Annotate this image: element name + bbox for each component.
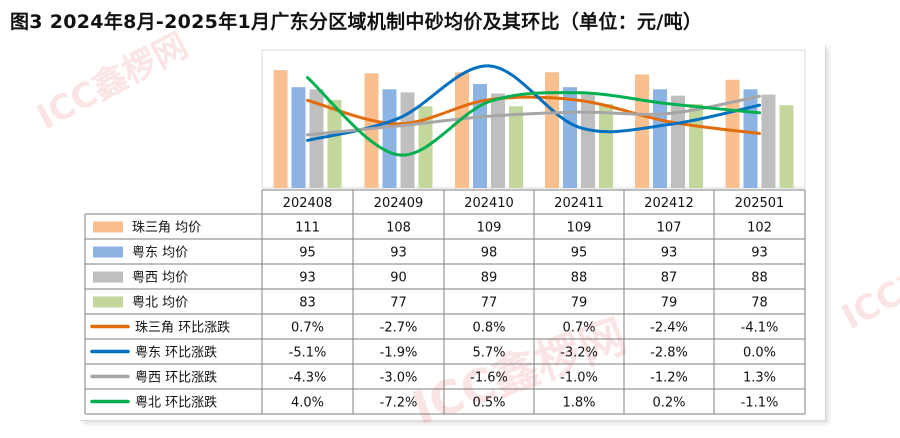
- bar: [291, 87, 306, 188]
- bar: [382, 89, 397, 188]
- data-label: -1.9%: [380, 346, 418, 361]
- data-label: 0.7%: [562, 321, 595, 336]
- bar: [689, 104, 703, 188]
- legend-swatch: [93, 246, 123, 258]
- legend-entry: 粤东 均价: [132, 245, 188, 261]
- bar: [779, 105, 794, 188]
- data-label: 95: [299, 246, 316, 261]
- legend-entry: 粤西 环比涨跌: [135, 370, 217, 386]
- data-label: 88: [751, 271, 768, 286]
- data-label: 107: [657, 221, 682, 236]
- bar: [545, 72, 559, 188]
- watermark-text: ICC鑫椤网: [835, 225, 900, 338]
- data-label: -4.1%: [741, 321, 779, 336]
- data-label: 93: [390, 246, 407, 261]
- series-line: [306, 64, 761, 142]
- bar: [273, 70, 288, 188]
- data-label: -1.6%: [470, 371, 508, 386]
- legend-entry: 粤东 环比涨跌: [135, 345, 217, 361]
- data-label: 0.8%: [472, 321, 505, 336]
- data-label: 93: [751, 246, 768, 261]
- watermark-text: ICC鑫椤网: [405, 308, 633, 435]
- data-label: 77: [390, 296, 407, 311]
- x-tick-label: 202501: [735, 196, 785, 211]
- data-label: -3.2%: [560, 346, 598, 361]
- data-label: 109: [477, 221, 502, 236]
- legend-swatch: [93, 221, 123, 233]
- data-label: 1.8%: [562, 396, 595, 411]
- bar: [509, 106, 523, 188]
- data-label: 5.7%: [472, 346, 505, 361]
- bar: [761, 94, 776, 188]
- legend-entry: 珠三角 环比涨跌: [135, 320, 230, 336]
- data-label: 90: [390, 271, 407, 286]
- data-label: 0.2%: [652, 396, 685, 411]
- bar: [563, 87, 577, 188]
- bar: [725, 79, 740, 188]
- data-label: 0.7%: [291, 321, 324, 336]
- bar: [327, 99, 342, 188]
- series-line: [306, 94, 761, 137]
- data-label: -2.7%: [380, 321, 418, 336]
- bar: [743, 89, 758, 188]
- bar: [671, 95, 685, 188]
- data-label: -4.3%: [289, 371, 327, 386]
- data-label: 93: [661, 246, 678, 261]
- data-label: -2.8%: [650, 346, 688, 361]
- data-label: 0.0%: [743, 346, 776, 361]
- bar: [581, 94, 595, 188]
- data-label: 102: [747, 221, 772, 236]
- data-label: -1.0%: [560, 371, 598, 386]
- data-label: 79: [661, 296, 678, 311]
- bar: [455, 72, 469, 188]
- legend-entry: 粤西 均价: [132, 270, 188, 286]
- data-label: 88: [571, 271, 588, 286]
- bar: [635, 74, 649, 188]
- data-label: -3.0%: [380, 371, 418, 386]
- series-line: [306, 76, 761, 157]
- plot-area-background: [261, 49, 806, 189]
- legend-entry: 粤北 环比涨跌: [135, 395, 217, 411]
- data-label: 98: [481, 246, 498, 261]
- x-tick-label: 202409: [374, 196, 424, 211]
- data-label: 89: [481, 271, 498, 286]
- legend-entry: 粤北 均价: [132, 295, 188, 311]
- legend-swatch: [93, 296, 123, 308]
- watermark-text: ICC鑫椤网: [30, 25, 194, 138]
- data-label: -1.1%: [741, 396, 779, 411]
- data-label: 1.3%: [743, 371, 776, 386]
- data-label: -5.1%: [289, 346, 327, 361]
- x-tick-label: 202412: [644, 196, 694, 211]
- data-label: 78: [751, 296, 768, 311]
- data-label: 0.5%: [472, 396, 505, 411]
- data-label: 87: [661, 271, 678, 286]
- data-label: -2.4%: [650, 321, 688, 336]
- bar: [491, 93, 505, 188]
- data-label: 111: [295, 221, 320, 236]
- legend-entry: 珠三角 均价: [132, 221, 201, 236]
- data-label: 77: [481, 296, 498, 311]
- x-tick-label: 202411: [554, 196, 604, 211]
- data-label: 109: [567, 221, 592, 236]
- data-label: 83: [299, 296, 316, 311]
- x-tick-label: 202408: [283, 196, 333, 211]
- chart-title: 图3 2024年8月-2025年1月广东分区域机制中砂均价及其环比（单位：元/吨…: [10, 11, 703, 33]
- data-label: 4.0%: [291, 396, 324, 411]
- data-label: 108: [386, 221, 411, 236]
- data-label: -7.2%: [380, 396, 418, 411]
- bar: [364, 73, 379, 188]
- x-tick-label: 202410: [464, 196, 514, 211]
- data-label: 95: [571, 246, 588, 261]
- bar: [400, 92, 415, 188]
- bar: [599, 104, 613, 188]
- bar: [473, 83, 487, 188]
- data-label: -1.2%: [650, 371, 688, 386]
- data-label: 93: [299, 271, 316, 286]
- legend-swatch: [93, 271, 123, 283]
- chart-frame: [80, 45, 826, 421]
- data-label: 79: [571, 296, 588, 311]
